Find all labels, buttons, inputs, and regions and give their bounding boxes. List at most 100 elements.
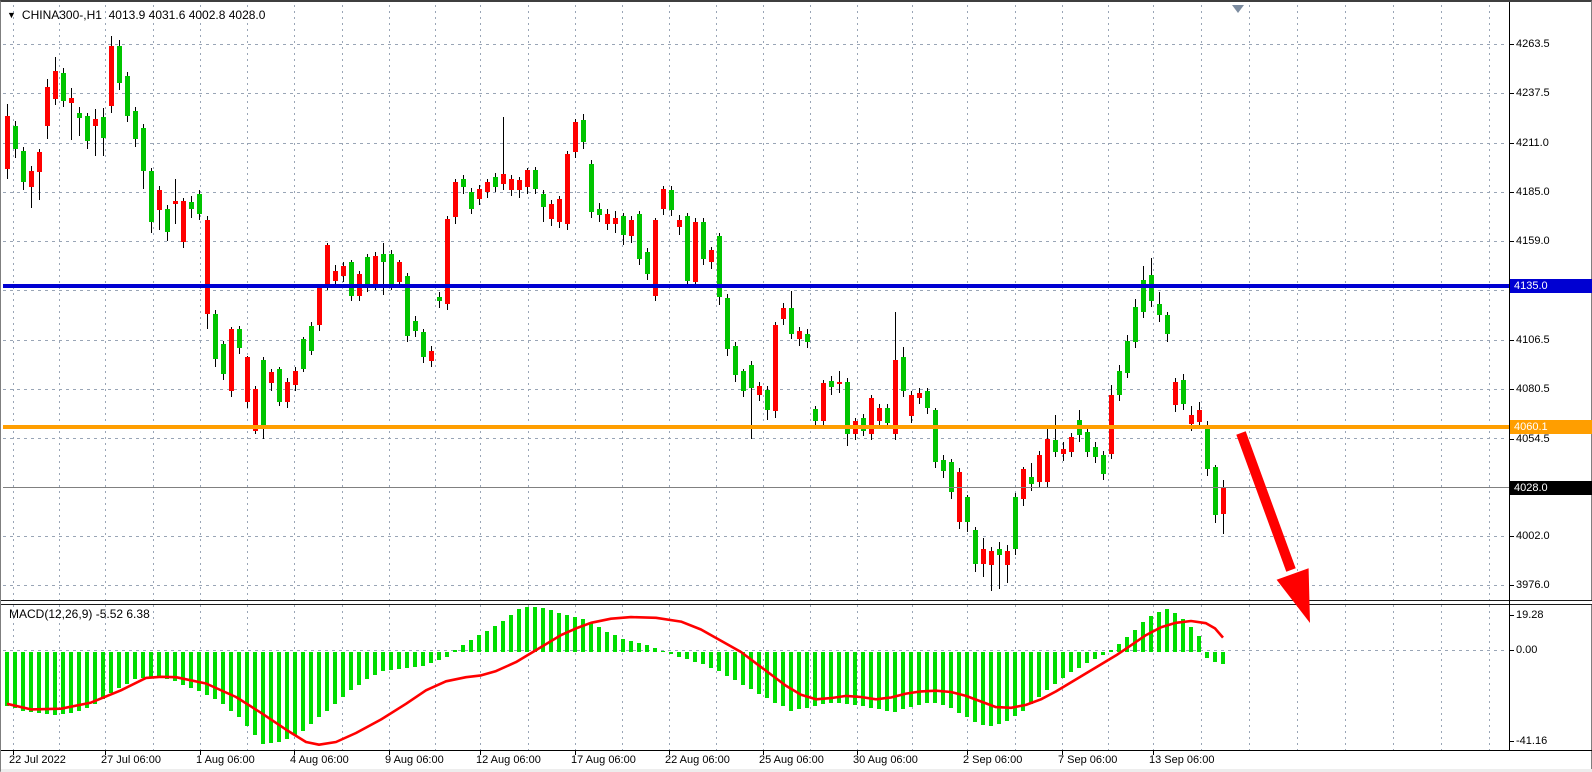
macd-histogram-bar xyxy=(317,652,321,718)
candle xyxy=(773,324,778,412)
macd-histogram-bar xyxy=(181,652,185,685)
macd-histogram-bar xyxy=(549,610,553,652)
candle xyxy=(501,173,506,184)
candle xyxy=(237,329,242,348)
macd-histogram-bar xyxy=(213,652,217,700)
macd-histogram-bar xyxy=(613,635,617,652)
time-axis-label: 27 Jul 06:00 xyxy=(101,754,161,766)
macd-histogram-bar xyxy=(21,652,25,711)
candle xyxy=(133,111,138,140)
macd-histogram-bar xyxy=(1005,652,1009,721)
macd-histogram-bar xyxy=(869,652,873,709)
macd-histogram-bar xyxy=(853,652,857,705)
macd-histogram-bar xyxy=(1125,637,1129,652)
macd-histogram-bar xyxy=(285,652,289,739)
candle xyxy=(909,394,914,417)
candle xyxy=(1173,382,1178,406)
hline-resistance-4135[interactable] xyxy=(3,284,1509,288)
price-axis-label: 4002.0 xyxy=(1516,530,1550,542)
candle xyxy=(541,193,546,207)
macd-histogram-bar xyxy=(1197,636,1201,653)
candle xyxy=(1101,455,1106,474)
macd-histogram-bar xyxy=(85,652,89,709)
macd-histogram-bar xyxy=(125,652,129,684)
macd-histogram-bar xyxy=(5,652,9,706)
candle xyxy=(221,344,226,375)
macd-histogram-bar xyxy=(117,652,121,688)
candle xyxy=(333,270,338,281)
expand-arrow-icon[interactable]: ▼ xyxy=(7,10,16,20)
candle xyxy=(869,398,874,435)
time-axis-label: 9 Aug 06:00 xyxy=(385,754,444,766)
symbol-period-label: CHINA300-,H1 xyxy=(21,8,102,22)
macd-histogram-bar xyxy=(1045,652,1049,691)
vertical-gridline xyxy=(912,5,913,750)
candle xyxy=(701,222,706,259)
macd-histogram-bar xyxy=(733,652,737,681)
price-axis-tick xyxy=(1509,241,1514,242)
time-axis-tick xyxy=(1153,750,1154,755)
candle xyxy=(1005,550,1010,566)
panel-splitter[interactable] xyxy=(1,600,1592,605)
symbol-ohlc-header: ▼ CHINA300-,H1 4013.9 4031.6 4002.8 4028.… xyxy=(7,8,265,22)
macd-histogram-bar xyxy=(101,652,105,700)
time-axis-tick xyxy=(105,750,106,755)
macd-histogram-bar xyxy=(29,652,33,712)
horizontal-gridline xyxy=(3,44,1507,45)
candle xyxy=(293,370,298,386)
macd-histogram-bar xyxy=(133,652,137,679)
macd-axis-label: 0.00 xyxy=(1516,644,1538,656)
candle xyxy=(445,218,450,304)
time-axis-tick xyxy=(389,750,390,755)
macd-histogram-bar xyxy=(597,627,601,653)
macd-histogram-bar xyxy=(461,645,465,653)
macd-histogram-bar xyxy=(301,652,305,731)
candle xyxy=(469,192,474,209)
macd-histogram-bar xyxy=(717,652,721,672)
macd-histogram-bar xyxy=(389,652,393,670)
macd-histogram-bar xyxy=(493,626,497,652)
candle xyxy=(893,360,898,435)
hline-current-price-4028[interactable] xyxy=(3,487,1509,488)
time-axis[interactable]: 22 Jul 2022 27 Jul 06:00 1 Aug 06:00 4 Aug … xyxy=(1,750,1592,770)
candle xyxy=(1069,437,1074,452)
time-axis-tick xyxy=(1062,750,1063,755)
candle-wick xyxy=(383,242,384,296)
time-axis-label: 1 Aug 06:00 xyxy=(196,754,255,766)
horizontal-gridline xyxy=(3,340,1507,341)
time-axis-tick xyxy=(13,750,14,755)
price-axis[interactable]: 4263.5 4237.5 4211.0 4185.0 4159.0 4106.5 4080… xyxy=(1509,2,1592,750)
macd-histogram-bar xyxy=(525,607,529,652)
vertical-gridline xyxy=(1297,5,1298,750)
macd-histogram-bar xyxy=(165,652,169,679)
candle xyxy=(1133,306,1138,343)
candle xyxy=(1109,395,1114,454)
macd-histogram-bar xyxy=(933,652,937,703)
candle xyxy=(661,188,666,209)
horizontal-gridline xyxy=(3,585,1507,586)
candle xyxy=(165,208,170,233)
time-axis-label: 4 Aug 06:00 xyxy=(290,754,349,766)
chart-shift-marker-icon[interactable] xyxy=(1232,5,1244,13)
macd-histogram-bar xyxy=(1117,644,1121,652)
candle xyxy=(941,459,946,472)
candle xyxy=(261,359,266,425)
macd-histogram-bar xyxy=(405,652,409,668)
candle-wick xyxy=(95,109,96,157)
candle xyxy=(517,180,522,191)
macd-histogram-bar xyxy=(517,609,521,653)
macd-histogram-bar xyxy=(37,652,41,713)
candle-wick xyxy=(71,87,72,140)
price-axis-label: 4159.0 xyxy=(1516,235,1550,247)
macd-histogram-bar xyxy=(773,652,777,703)
candle xyxy=(189,202,194,209)
candle xyxy=(725,297,730,350)
macd-histogram-bar xyxy=(445,652,449,657)
macd-histogram-bar xyxy=(661,650,665,652)
horizontal-gridline xyxy=(3,241,1507,242)
candle xyxy=(1029,477,1034,484)
time-axis-label: 17 Aug 06:00 xyxy=(571,754,636,766)
hline-support-4060[interactable] xyxy=(3,425,1509,429)
